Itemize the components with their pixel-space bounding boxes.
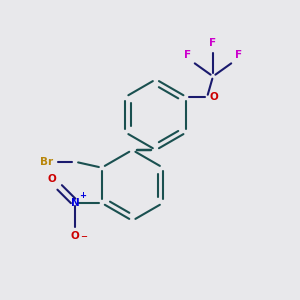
Text: O: O — [209, 92, 218, 102]
Text: F: F — [209, 38, 217, 48]
Text: Br: Br — [40, 157, 53, 167]
Text: N: N — [71, 198, 80, 208]
Text: F: F — [184, 50, 191, 60]
Text: +: + — [79, 191, 86, 200]
Text: −: − — [80, 232, 88, 241]
Text: O: O — [71, 231, 80, 241]
Text: F: F — [235, 50, 242, 60]
Text: O: O — [47, 174, 56, 184]
